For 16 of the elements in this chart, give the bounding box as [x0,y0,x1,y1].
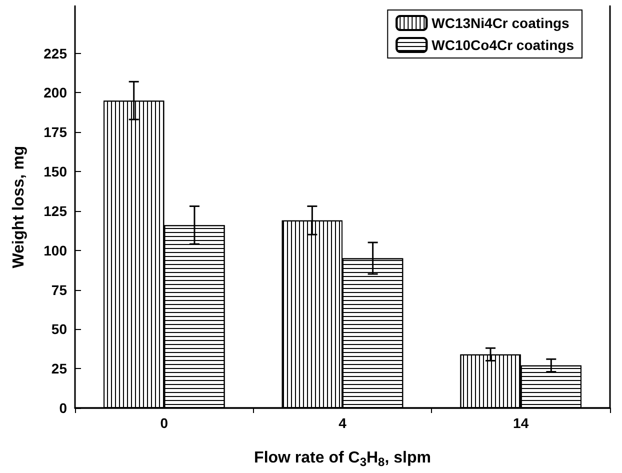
y-tick-label: 200 [44,84,68,101]
legend-label: WC13Ni4Cr coatings [432,15,570,31]
y-tick-label: 225 [44,45,68,62]
y-tick-label: 25 [51,360,68,377]
y-tick-label: 150 [44,164,68,180]
legend-label: WC10Co4Cr coatings [432,37,574,53]
y-tick-label: 100 [44,242,68,258]
y-tick-label: 125 [44,202,68,219]
y-tick-label: 175 [44,124,68,140]
x-tick-label: 0 [160,415,168,431]
x-tick-label: 4 [338,415,347,431]
y-axis-title: Weight loss, mg [10,146,28,268]
y-tick-label: 0 [59,400,68,416]
y-tick-label: 50 [51,321,68,338]
y-tick-label: 75 [51,282,68,298]
x-tick-label: 14 [513,415,529,431]
